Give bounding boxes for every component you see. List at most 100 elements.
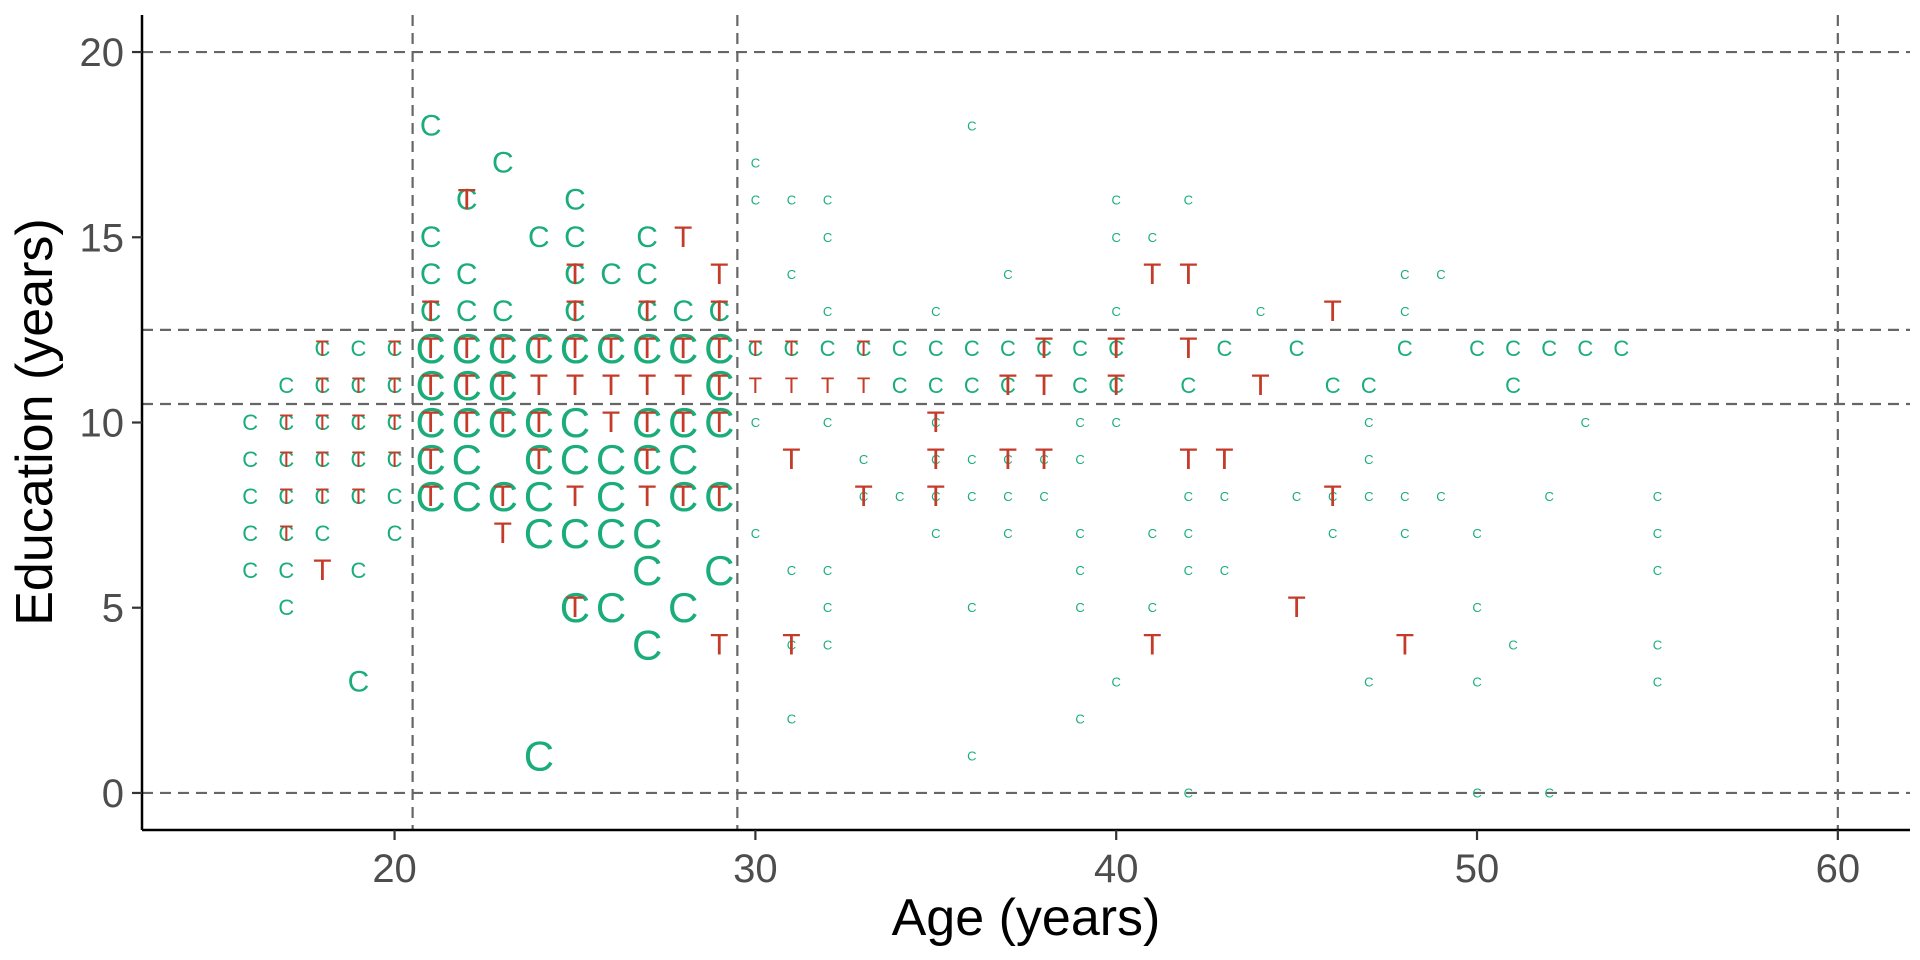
point-t: T: [1143, 258, 1161, 291]
axes: [140, 15, 1910, 832]
point-c: C: [564, 258, 586, 291]
point-c: C: [348, 665, 370, 698]
point-c: C: [528, 221, 550, 254]
point-c: C: [600, 258, 622, 291]
point-t: T: [352, 447, 365, 472]
point-c: C: [1653, 489, 1662, 504]
point-c: C: [967, 489, 976, 504]
point-t: T: [566, 295, 584, 328]
point-c: C: [1256, 304, 1265, 319]
point-t: T: [710, 628, 728, 661]
point-t: T: [857, 336, 870, 361]
point-t: T: [421, 369, 439, 402]
point-c: C: [415, 362, 445, 409]
point-c: C: [242, 558, 258, 583]
point-t: T: [1143, 628, 1161, 661]
point-c: C: [387, 484, 403, 509]
point-c: C: [823, 230, 832, 245]
point-t: T: [1324, 295, 1342, 328]
point-t: T: [421, 480, 439, 513]
point-t: T: [388, 336, 401, 361]
point-c: C: [564, 184, 586, 217]
point-c: C: [1148, 600, 1157, 615]
y-axis-title: Education (years): [6, 218, 64, 626]
point-c: C: [1541, 336, 1557, 361]
point-c: C: [967, 452, 976, 467]
point-c: C: [787, 563, 796, 578]
point-c: C: [751, 156, 760, 171]
point-t: T: [782, 443, 800, 476]
point-t: T: [530, 443, 548, 476]
point-t: T: [710, 480, 728, 513]
point-t: T: [566, 369, 584, 402]
x-tick-label: 40: [1094, 847, 1139, 891]
point-t: T: [530, 406, 548, 439]
point-t: T: [313, 554, 331, 587]
point-t: T: [280, 521, 293, 546]
point-c: C: [314, 447, 330, 472]
point-c: C: [668, 473, 698, 520]
point-c: C: [1072, 373, 1088, 398]
point-c: C: [931, 489, 940, 504]
point-t: T: [749, 336, 762, 361]
point-c: C: [1072, 336, 1088, 361]
point-c: C: [1613, 336, 1629, 361]
point-c: C: [1581, 415, 1590, 430]
point-c: C: [242, 447, 258, 472]
point-c: C: [488, 362, 518, 409]
point-t: T: [388, 373, 401, 398]
point-t: T: [421, 295, 439, 328]
point-c: C: [1112, 415, 1121, 430]
point-c: C: [278, 484, 294, 509]
point-c: C: [1039, 489, 1048, 504]
point-t: T: [785, 336, 798, 361]
point-c: C: [1003, 489, 1012, 504]
point-t: T: [352, 373, 365, 398]
point-c: C: [632, 325, 662, 372]
point-t: T: [316, 410, 329, 435]
point-t: T: [857, 373, 870, 398]
point-c: C: [1075, 563, 1084, 578]
point-c: C: [895, 489, 904, 504]
point-t: T: [749, 373, 762, 398]
point-c: C: [1400, 526, 1409, 541]
point-c: C: [1075, 600, 1084, 615]
point-t: T: [1215, 443, 1233, 476]
point-c: C: [823, 600, 832, 615]
point-c: C: [1472, 600, 1481, 615]
point-c: C: [1039, 452, 1048, 467]
point-c: C: [452, 436, 482, 483]
point-c: C: [1112, 230, 1121, 245]
point-t: T: [388, 410, 401, 435]
point-c: C: [1112, 193, 1121, 208]
point-t: T: [458, 369, 476, 402]
point-c: C: [928, 373, 944, 398]
point-c: C: [560, 584, 590, 631]
point-c: C: [1653, 526, 1662, 541]
point-c: C: [632, 436, 662, 483]
axis-ticks: 20 30 40 50 60 0 5 10 15 20: [80, 31, 1861, 891]
point-t: T: [566, 591, 584, 624]
point-c: C: [488, 399, 518, 446]
point-c: C: [278, 447, 294, 472]
point-t: T: [854, 480, 872, 513]
point-t: T: [280, 447, 293, 472]
x-tick-label: 50: [1455, 847, 1500, 891]
point-t: T: [674, 369, 692, 402]
point-t: T: [1035, 332, 1053, 365]
point-c: C: [704, 547, 734, 594]
point-c: C: [964, 336, 980, 361]
point-t: T: [494, 332, 512, 365]
point-t: T: [782, 628, 800, 661]
point-c: C: [596, 473, 626, 520]
point-t: T: [530, 369, 548, 402]
point-c: C: [892, 336, 908, 361]
point-t: T: [638, 480, 656, 513]
point-t: T: [1107, 332, 1125, 365]
point-c: C: [1472, 674, 1481, 689]
point-c: C: [1400, 489, 1409, 504]
point-c: C: [784, 336, 800, 361]
point-t: T: [352, 484, 365, 509]
point-c: C: [1075, 415, 1084, 430]
point-c: C: [1112, 304, 1121, 319]
